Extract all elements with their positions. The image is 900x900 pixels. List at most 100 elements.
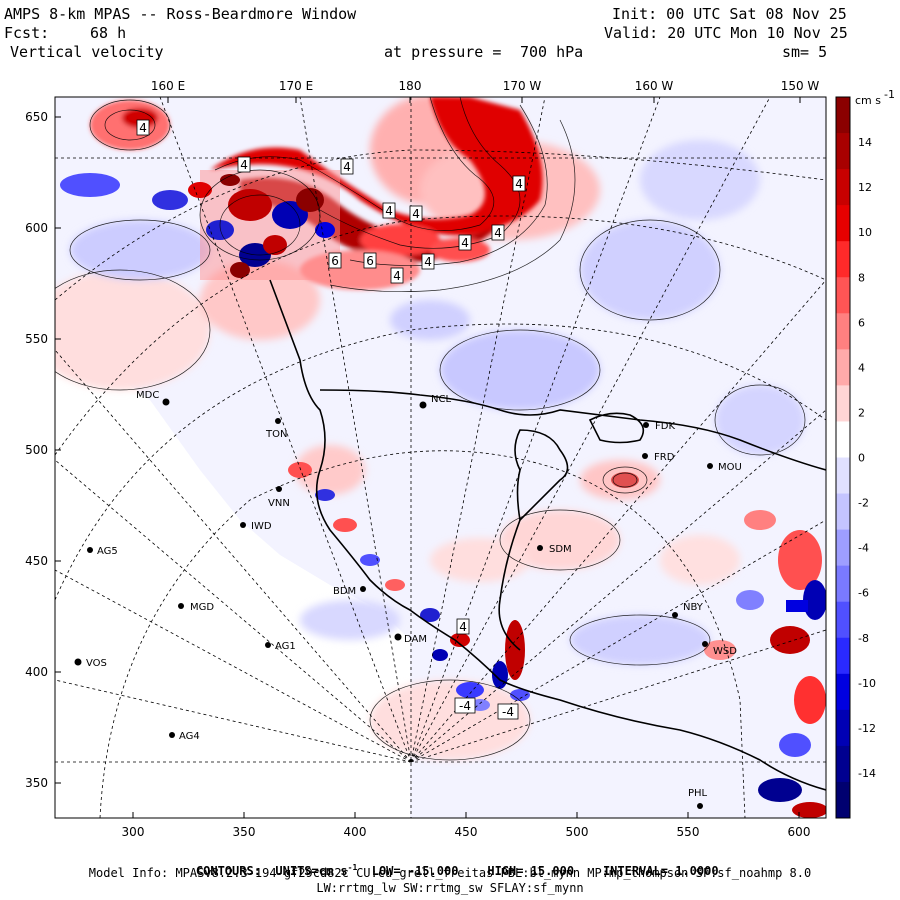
left-axis-label: 400 [25, 665, 48, 679]
colorbar-swatch [836, 349, 850, 386]
station-mgd: MGD [178, 602, 214, 613]
svg-text:4: 4 [393, 269, 401, 283]
svg-text:VNN: VNN [268, 498, 290, 509]
bottom-axis-label: 500 [566, 825, 589, 839]
contour-label: 4 [390, 267, 404, 284]
colorbar-swatch [836, 745, 850, 783]
contour-label: -4 [454, 697, 476, 714]
colorbar-tick-label: -2 [858, 497, 869, 510]
colorbar-ticks: 14 12 10 8 6 4 2 0 -2 -4 -6 -8 -10 -12 -14 [858, 136, 876, 780]
valid-time: Valid: 20 UTC Mon 10 Nov 25 [604, 24, 848, 42]
station-mdc: MDC [136, 390, 170, 406]
svg-text:IWD: IWD [251, 521, 272, 532]
left-axis-label: 500 [25, 443, 48, 457]
svg-text:VOS: VOS [86, 658, 107, 669]
left-axis-label: 600 [25, 221, 48, 235]
plot-title: AMPS 8-km MPAS -- Ross-Beardmore Window [4, 5, 357, 23]
colorbar-swatch [836, 529, 850, 567]
svg-text:4: 4 [424, 255, 432, 269]
svg-text:MOU: MOU [718, 462, 742, 473]
contour-label: 6 [363, 252, 377, 269]
station-phl: PHL [688, 788, 708, 809]
svg-text:4: 4 [385, 204, 393, 218]
svg-text:-4: -4 [459, 699, 471, 713]
colorbar-units-label: cm s [855, 94, 881, 107]
top-axis-label: 160 W [635, 79, 674, 93]
station-sdm: SDM [537, 544, 572, 555]
contour-label: 4 [458, 234, 472, 251]
colorbar-tick-label: -6 [858, 587, 869, 600]
bottom-axis-label: 550 [677, 825, 700, 839]
colorbar-swatch [836, 709, 850, 747]
colorbar-units: cm s -1 [855, 88, 895, 107]
low-value: LOW= -15.000 [371, 864, 459, 878]
station-ag4: AG4 [169, 731, 200, 742]
axis-ticks [55, 97, 801, 818]
station-vos: VOS [74, 658, 107, 669]
colorbar-tick-label: 8 [858, 271, 865, 284]
colorbar-tick-label: 0 [858, 452, 865, 465]
contour-label: 4 [512, 175, 526, 192]
top-axis-labels: 160 E 170 E 180 170 W 160 W 150 W [151, 79, 820, 93]
svg-text:SDM: SDM [549, 544, 572, 555]
coastline [269, 279, 826, 791]
colorbar-tick-label: 12 [858, 181, 872, 194]
colorbar-tick-label: -10 [858, 677, 876, 690]
colorbar-swatch [836, 277, 850, 314]
right-edge-cells [704, 510, 826, 818]
svg-text:4: 4 [494, 226, 502, 240]
contour-label: 4 [409, 205, 423, 222]
svg-text:BDM: BDM [333, 586, 356, 597]
units-label: UNITS=cm s [275, 864, 348, 878]
top-axis-label: 160 E [151, 79, 185, 93]
colorbar-tick-label: -14 [858, 767, 876, 780]
colorbar-units-exponent: -1 [884, 88, 895, 101]
colorbar-swatch [836, 601, 850, 639]
bottom-axis-label: 600 [788, 825, 811, 839]
model-info: Model Info: MPASv8.2.3-194-gf29cd82c CU:… [88, 866, 812, 880]
field-name: Vertical velocity [10, 43, 164, 61]
svg-text:-4: -4 [502, 705, 514, 719]
station-ag5: AG5 [87, 546, 118, 557]
colorbar-swatch [836, 385, 850, 422]
bottom-axis-labels: 300 350 400 450 500 550 600 [122, 825, 811, 839]
contour-label: 4 [382, 202, 396, 219]
svg-text:MDC: MDC [136, 390, 159, 401]
colorbar-tick-label: 6 [858, 316, 865, 329]
left-axis-labels: 650 600 550 500 450 400 350 [25, 110, 48, 790]
colorbar-swatch [836, 421, 850, 458]
bottom-axis-label: 300 [122, 825, 145, 839]
station-frd: FRD [642, 452, 675, 463]
station-wsd: WSD [702, 641, 737, 657]
left-axis-label: 350 [25, 776, 48, 790]
station-bdm: BDM [333, 586, 366, 597]
colorbar-swatch [836, 673, 850, 711]
colorbar-tick-label: 4 [858, 361, 865, 374]
svg-text:TON: TON [265, 429, 287, 440]
model-info-2: LW:rrtmg_lw SW:rrtmg_sw SFLAY:sf_mynn [316, 881, 584, 895]
colorbar-swatch [836, 565, 850, 603]
colorbar [835, 96, 851, 819]
frd-cell [611, 472, 639, 488]
svg-text:PHL: PHL [688, 788, 708, 799]
interval-value: INTERVAL= 1.0000 [602, 864, 719, 878]
left-axis-label: 550 [25, 332, 48, 346]
missing-data-region [55, 330, 410, 818]
forecast-hour: 68 h [90, 24, 127, 42]
svg-text:NCL: NCL [431, 394, 451, 405]
top-axis-label: 170 E [279, 79, 313, 93]
colorbar-frame [835, 96, 851, 819]
svg-text:4: 4 [459, 620, 467, 634]
left-axis-label: 450 [25, 554, 48, 568]
negative-blue-areas [70, 140, 805, 665]
colorbar-swatch [836, 97, 850, 134]
contour-label: 4 [136, 119, 150, 136]
colorbar-tick-label: -4 [858, 542, 869, 555]
contour-label: 4 [491, 224, 505, 241]
station-ag1: AG1 [265, 641, 296, 652]
svg-text:NBY: NBY [683, 602, 704, 613]
contour-label: 4 [421, 253, 435, 270]
svg-text:AG4: AG4 [179, 731, 200, 742]
svg-text:FDK: FDK [655, 421, 675, 432]
